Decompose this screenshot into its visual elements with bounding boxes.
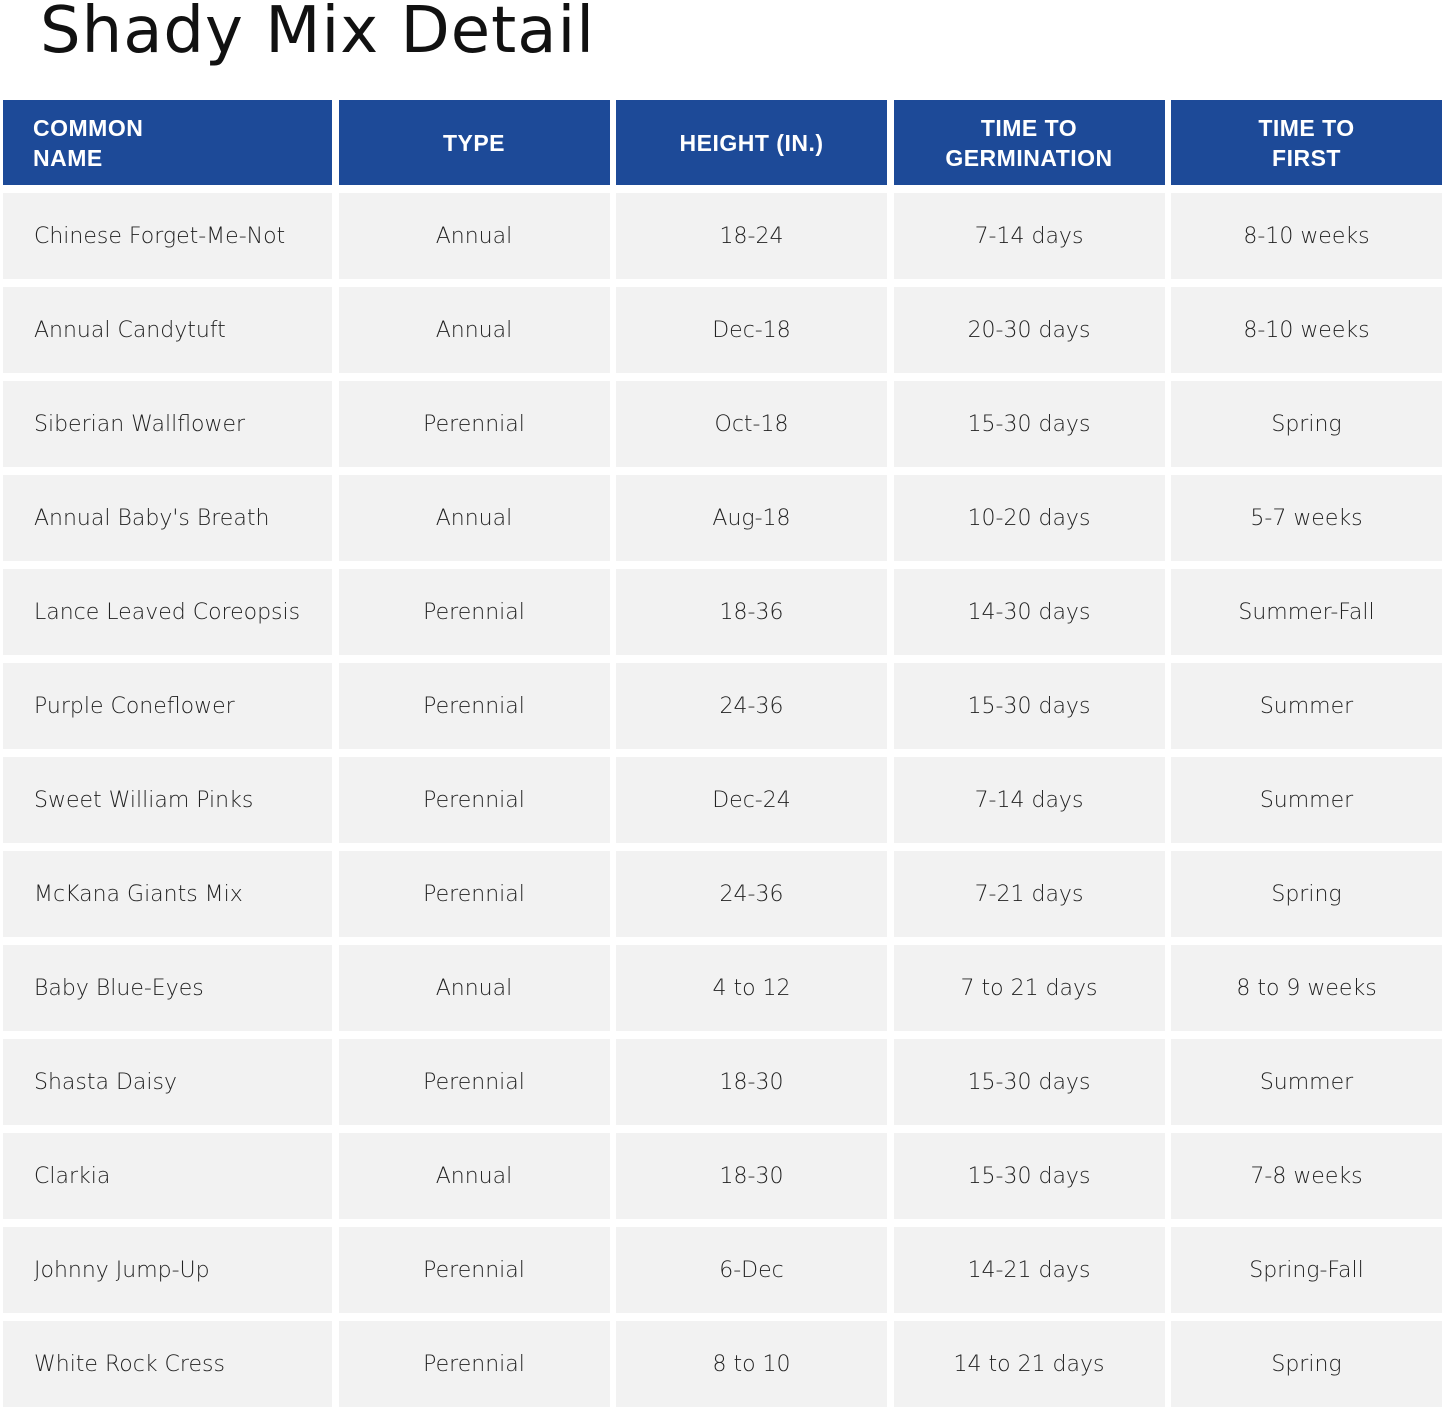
table-cell: Summer (1171, 757, 1442, 843)
table-cell: 7-21 days (893, 851, 1165, 937)
table-cell: 8-10 weeks (1171, 287, 1442, 373)
table-cell: Spring (1171, 1321, 1442, 1407)
table-cell: 18-24 (616, 193, 887, 279)
table-cell: 24-36 (616, 663, 887, 749)
table-cell: Perennial (338, 1039, 610, 1125)
table-cell: Sweet William Pinks (3, 757, 332, 843)
table-cell: 15-30 days (893, 1133, 1165, 1219)
table-cell: 8 to 10 (616, 1321, 887, 1407)
table-cell: Spring-Fall (1171, 1227, 1442, 1313)
table-cell: 7 to 21 days (893, 945, 1165, 1031)
seed-mix-table: COMMON NAME TYPE HEIGHT (IN.) TIME TO GERMINA… (3, 100, 1442, 1407)
table-cell: Perennial (338, 569, 610, 655)
table-cell: 20-30 days (893, 287, 1165, 373)
table-cell: 6-Dec (616, 1227, 887, 1313)
table-cell: Annual (338, 1133, 610, 1219)
table-cell: Summer-Fall (1171, 569, 1442, 655)
table-cell: 7-14 days (893, 757, 1165, 843)
table-cell: Johnny Jump-Up (3, 1227, 332, 1313)
table-cell: Clarkia (3, 1133, 332, 1219)
table-cell: Annual (338, 475, 610, 561)
table-cell: 15-30 days (893, 381, 1165, 467)
table-cell: Aug-18 (616, 475, 887, 561)
table-cell: Oct-18 (616, 381, 887, 467)
table-cell: 4 to 12 (616, 945, 887, 1031)
table-cell: 7-14 days (893, 193, 1165, 279)
table-cell: Summer (1171, 1039, 1442, 1125)
table-cell: 24-36 (616, 851, 887, 937)
table-cell: Annual (338, 193, 610, 279)
table-cell: 14-21 days (893, 1227, 1165, 1313)
column-header: TYPE (338, 100, 610, 185)
table-cell: 8-10 weeks (1171, 193, 1442, 279)
column-header: HEIGHT (IN.) (616, 100, 887, 185)
column-header: COMMON NAME (3, 100, 332, 185)
table-cell: Spring (1171, 381, 1442, 467)
table-cell: 5-7 weeks (1171, 475, 1442, 561)
table-cell: 15-30 days (893, 663, 1165, 749)
table-cell: Perennial (338, 851, 610, 937)
table-cell: Baby Blue-Eyes (3, 945, 332, 1031)
table-cell: McKana Giants Mix (3, 851, 332, 937)
table-cell: Purple Coneflower (3, 663, 332, 749)
table-cell: 8 to 9 weeks (1171, 945, 1442, 1031)
table-cell: Annual (338, 945, 610, 1031)
table-cell: Siberian Wallflower (3, 381, 332, 467)
table-cell: Spring (1171, 851, 1442, 937)
table-cell: 14 to 21 days (893, 1321, 1165, 1407)
table-cell: Perennial (338, 757, 610, 843)
column-header: TIME TO FIRST (1171, 100, 1442, 185)
table-cell: 14-30 days (893, 569, 1165, 655)
table-cell: 15-30 days (893, 1039, 1165, 1125)
table-cell: 18-30 (616, 1133, 887, 1219)
table-cell: Perennial (338, 381, 610, 467)
page-title: Shady Mix Detail (40, 0, 595, 68)
table-cell: Perennial (338, 1321, 610, 1407)
table-cell: Annual Baby's Breath (3, 475, 332, 561)
table-cell: Perennial (338, 1227, 610, 1313)
column-header: TIME TO GERMINATION (893, 100, 1165, 185)
table-cell: 7-8 weeks (1171, 1133, 1442, 1219)
table-cell: 18-36 (616, 569, 887, 655)
table-cell: Summer (1171, 663, 1442, 749)
table-cell: White Rock Cress (3, 1321, 332, 1407)
table-cell: Perennial (338, 663, 610, 749)
table-cell: Shasta Daisy (3, 1039, 332, 1125)
table-cell: 18-30 (616, 1039, 887, 1125)
table-cell: Dec-24 (616, 757, 887, 843)
table-cell: Lance Leaved Coreopsis (3, 569, 332, 655)
table-cell: Annual Candytuft (3, 287, 332, 373)
table-cell: Chinese Forget-Me-Not (3, 193, 332, 279)
table-cell: Annual (338, 287, 610, 373)
table-cell: 10-20 days (893, 475, 1165, 561)
table-cell: Dec-18 (616, 287, 887, 373)
